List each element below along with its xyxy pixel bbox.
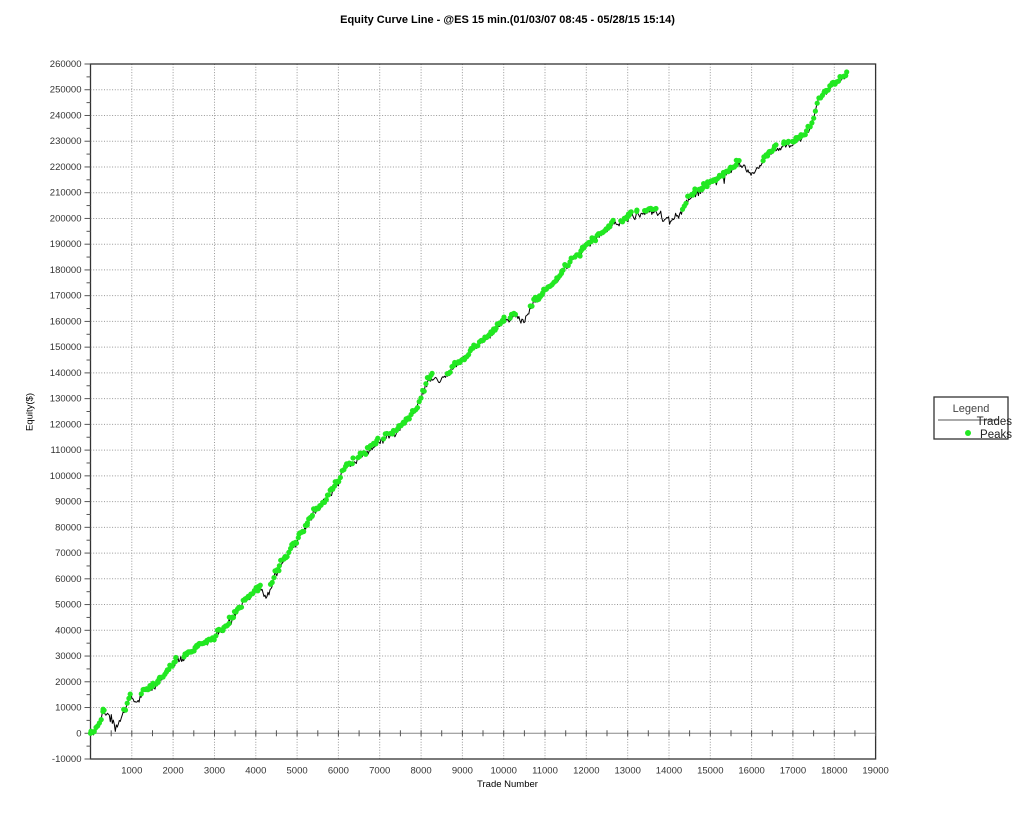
svg-text:17000: 17000 [780,766,806,777]
svg-text:180000: 180000 [50,265,82,276]
svg-text:210000: 210000 [50,188,82,199]
svg-text:60000: 60000 [55,574,81,585]
svg-text:2000: 2000 [163,766,184,777]
svg-text:80000: 80000 [55,522,81,533]
svg-text:170000: 170000 [50,291,82,302]
svg-text:50000: 50000 [55,600,81,611]
svg-text:15000: 15000 [697,766,723,777]
svg-text:10000: 10000 [55,703,81,714]
svg-text:9000: 9000 [452,766,473,777]
svg-text:10000: 10000 [490,766,516,777]
svg-text:19000: 19000 [862,766,888,777]
svg-text:14000: 14000 [656,766,682,777]
svg-text:240000: 240000 [50,111,82,122]
svg-text:250000: 250000 [50,85,82,96]
svg-text:260000: 260000 [50,59,82,70]
svg-text:140000: 140000 [50,368,82,379]
svg-text:12000: 12000 [573,766,599,777]
svg-text:Peaks: Peaks [980,429,1012,441]
svg-text:7000: 7000 [369,766,390,777]
svg-text:130000: 130000 [50,394,82,405]
svg-text:100000: 100000 [50,471,82,482]
svg-text:Legend: Legend [953,403,990,415]
svg-text:18000: 18000 [821,766,847,777]
svg-text:230000: 230000 [50,136,82,147]
svg-text:160000: 160000 [50,316,82,327]
svg-text:6000: 6000 [328,766,349,777]
svg-text:1000: 1000 [121,766,142,777]
svg-text:16000: 16000 [738,766,764,777]
svg-text:3000: 3000 [204,766,225,777]
svg-text:5000: 5000 [287,766,308,777]
svg-text:90000: 90000 [55,497,81,508]
svg-text:70000: 70000 [55,548,81,559]
svg-text:40000: 40000 [55,625,81,636]
svg-text:13000: 13000 [614,766,640,777]
svg-text:120000: 120000 [50,419,82,430]
svg-text:4000: 4000 [245,766,266,777]
svg-text:110000: 110000 [51,445,82,456]
svg-text:220000: 220000 [50,162,82,173]
svg-text:Trades: Trades [977,416,1013,428]
svg-text:8000: 8000 [411,766,432,777]
svg-text:30000: 30000 [55,651,81,662]
svg-text:20000: 20000 [55,677,81,688]
svg-text:11000: 11000 [532,766,558,777]
svg-text:200000: 200000 [50,213,82,224]
svg-text:150000: 150000 [50,342,82,353]
svg-text:-10000: -10000 [52,754,82,765]
svg-text:0: 0 [76,728,81,739]
svg-text:190000: 190000 [50,239,82,250]
